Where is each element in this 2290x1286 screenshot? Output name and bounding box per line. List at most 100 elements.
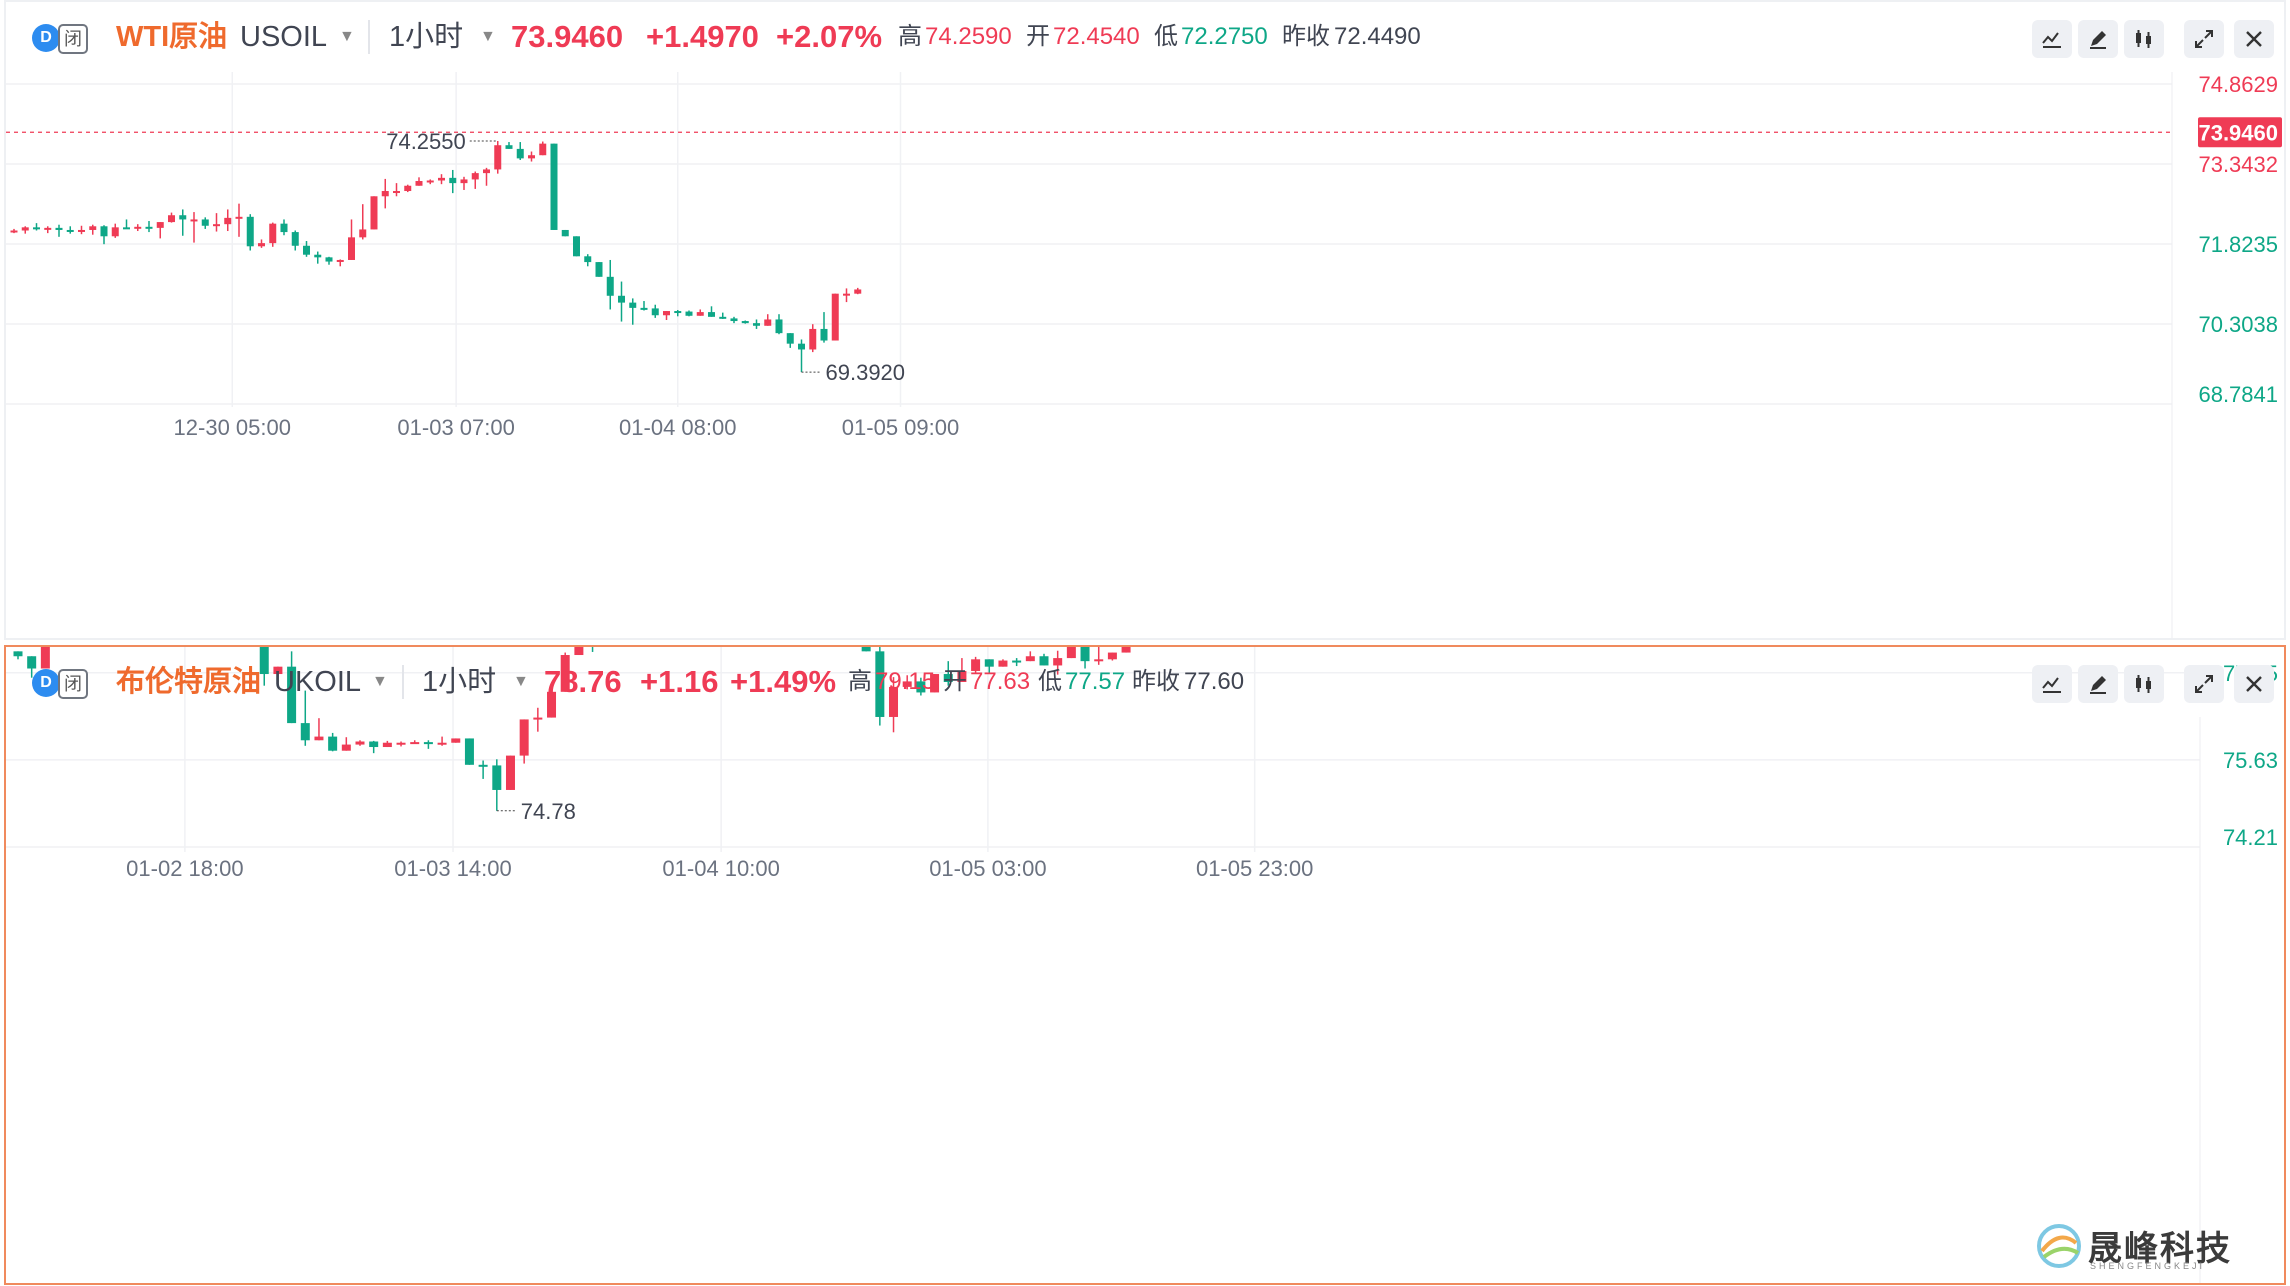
candle-body[interactable] — [696, 312, 704, 316]
candle-body[interactable] — [287, 666, 297, 724]
chevron-down-icon[interactable]: ▼ — [339, 28, 355, 45]
instrument-name[interactable]: 布伦特原油 — [116, 666, 262, 698]
candle-body[interactable] — [134, 226, 142, 229]
candle-body[interactable] — [547, 691, 557, 718]
candle-body[interactable] — [809, 328, 817, 350]
candle-body[interactable] — [303, 245, 310, 255]
candle-body[interactable] — [606, 276, 614, 296]
candle-body[interactable] — [437, 742, 447, 745]
candle-body[interactable] — [451, 738, 461, 743]
candle-body[interactable] — [831, 293, 839, 341]
candle-body[interactable] — [381, 191, 389, 197]
candle-body[interactable] — [1121, 647, 1131, 653]
candle-body[interactable] — [460, 179, 468, 184]
candle-body[interactable] — [464, 738, 474, 765]
candle-body[interactable] — [875, 651, 885, 717]
candle-body[interactable] — [55, 227, 63, 230]
candle-body[interactable] — [640, 307, 648, 310]
candle-body[interactable] — [494, 145, 502, 170]
candle-body[interactable] — [314, 254, 322, 258]
candle-body[interactable] — [618, 295, 625, 303]
candle-body[interactable] — [145, 226, 153, 229]
candle-body[interactable] — [449, 177, 457, 184]
candle-button[interactable] — [2124, 665, 2164, 703]
candle-body[interactable] — [483, 169, 490, 174]
candle-body[interactable] — [861, 647, 871, 652]
candle-body[interactable] — [741, 321, 749, 324]
candle-body[interactable] — [13, 651, 23, 657]
candle-body[interactable] — [984, 659, 994, 667]
candle-body[interactable] — [560, 655, 570, 692]
pen-button[interactable] — [2078, 665, 2118, 703]
candle-body[interactable] — [355, 741, 365, 745]
candle-body[interactable] — [971, 659, 981, 671]
candle-body[interactable] — [573, 236, 580, 257]
candle-body[interactable] — [916, 681, 926, 693]
candle-body[interactable] — [168, 215, 175, 223]
candle-body[interactable] — [663, 311, 670, 316]
candle-body[interactable] — [27, 656, 37, 669]
candle-body[interactable] — [685, 311, 693, 316]
candle-body[interactable] — [730, 318, 738, 322]
candle-body[interactable] — [325, 257, 333, 262]
candle-body[interactable] — [100, 226, 108, 237]
candle-body[interactable] — [820, 328, 828, 341]
candle-body[interactable] — [1107, 652, 1117, 660]
candle-body[interactable] — [336, 259, 344, 262]
candle-body[interactable] — [426, 180, 434, 183]
candle-body[interactable] — [280, 223, 288, 233]
candle-body[interactable] — [505, 145, 513, 149]
candle-body[interactable] — [369, 741, 379, 748]
chevron-down-icon[interactable]: ▼ — [513, 673, 529, 690]
candle-body[interactable] — [674, 311, 682, 314]
candle-body[interactable] — [798, 343, 805, 350]
candle-body[interactable] — [393, 191, 400, 194]
candle-body[interactable] — [1094, 659, 1104, 662]
candle-body[interactable] — [651, 308, 659, 316]
candle-body[interactable] — [930, 674, 940, 693]
candle-body[interactable] — [1066, 647, 1076, 659]
candle-body[interactable] — [33, 227, 40, 230]
candle-body[interactable] — [341, 744, 351, 751]
instrument-symbol[interactable]: USOIL — [240, 21, 328, 53]
instrument-name[interactable]: WTI原油 — [116, 21, 228, 53]
candle-body[interactable] — [423, 742, 433, 745]
candle-body[interactable] — [528, 155, 535, 159]
candle-body[interactable] — [629, 302, 637, 308]
candle-body[interactable] — [404, 185, 412, 192]
wti-candlestick-chart[interactable]: 12-30 05:00 01-03 07:00 01-04 08:00 01-05 0… — [6, 2, 2284, 638]
chevron-down-icon[interactable]: ▼ — [372, 673, 388, 690]
candle-body[interactable] — [396, 742, 406, 745]
candle-body[interactable] — [1039, 656, 1049, 666]
candle-body[interactable] — [40, 647, 50, 669]
candle-body[interactable] — [382, 742, 392, 748]
candle-body[interactable] — [235, 216, 243, 219]
candle-body[interactable] — [471, 173, 479, 180]
candle-body[interactable] — [478, 764, 488, 767]
candle-body[interactable] — [89, 226, 97, 230]
candle-body[interactable] — [574, 647, 584, 656]
candle-body[interactable] — [190, 219, 198, 222]
candle-body[interactable] — [78, 229, 85, 232]
expand-button[interactable] — [2184, 20, 2224, 58]
candle-body[interactable] — [10, 230, 18, 233]
candle-body[interactable] — [708, 312, 715, 317]
candle-body[interactable] — [1012, 660, 1022, 663]
brent-candlestick-chart[interactable]: 01-02 18:00 01-03 14:00 01-04 10:00 01-05 0… — [6, 647, 2284, 1283]
candle-body[interactable] — [111, 227, 119, 237]
candle-body[interactable] — [1053, 658, 1063, 666]
candle-body[interactable] — [21, 227, 29, 231]
candle-body[interactable] — [584, 256, 592, 263]
candle-body[interactable] — [370, 196, 378, 230]
candle-body[interactable] — [224, 217, 232, 225]
candle-body[interactable] — [595, 262, 603, 277]
candle-body[interactable] — [273, 666, 283, 675]
candle-body[interactable] — [753, 323, 760, 326]
candle-body[interactable] — [314, 736, 324, 741]
candle-body[interactable] — [786, 333, 794, 344]
close-button[interactable] — [2234, 20, 2274, 58]
candle-body[interactable] — [550, 143, 558, 230]
candle-body[interactable] — [843, 293, 850, 296]
candle-body[interactable] — [516, 148, 524, 159]
close-button[interactable] — [2234, 665, 2274, 703]
